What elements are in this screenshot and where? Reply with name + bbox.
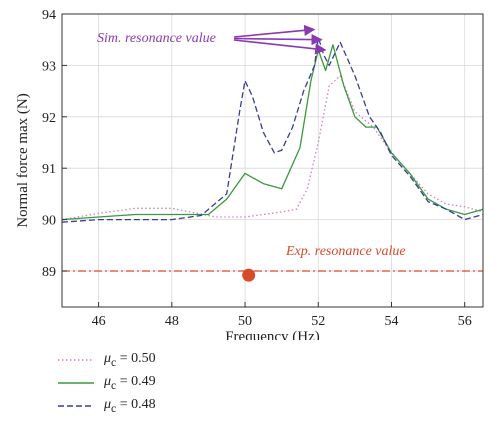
legend-item-mu050: μc = 0.50 — [58, 348, 156, 371]
y-axis-label: Normal force max (N) — [15, 93, 31, 228]
sim-arrow-0 — [233, 24, 316, 38]
x-tick-label: 48 — [165, 314, 179, 329]
plot-frame — [61, 13, 484, 308]
axes: 46 48 50 52 54 56 89 90 91 92 93 94 — [42, 8, 484, 329]
legend-item-mu048: μc = 0.48 — [58, 394, 156, 417]
x-tick-label: 46 — [92, 314, 106, 329]
series-group — [61, 24, 484, 282]
exp-resonance-point — [242, 268, 256, 282]
legend-label: μc = 0.49 — [104, 373, 156, 392]
legend-swatch-dotted — [58, 358, 94, 361]
x-axis-label: Frequency (Hz) — [225, 329, 320, 340]
legend: μc = 0.50 μc = 0.49 μc = 0.48 — [58, 348, 156, 417]
legend-item-mu049: μc = 0.49 — [58, 371, 156, 394]
sim-resonance-annotation: Sim. resonance value — [97, 31, 216, 46]
y-tick-label: 89 — [42, 265, 56, 280]
y-tick-label: 93 — [42, 59, 56, 74]
sim-arrow-2 — [233, 39, 327, 55]
x-tick-label: 50 — [238, 314, 252, 329]
legend-label: μc = 0.50 — [104, 350, 156, 369]
series-line-0 — [61, 75, 484, 221]
series-line-2 — [61, 36, 484, 223]
grid — [62, 13, 483, 307]
y-tick-label: 90 — [42, 214, 56, 229]
y-tick-label: 91 — [42, 162, 56, 177]
series-line-1 — [61, 44, 484, 221]
x-tick-label: 56 — [458, 314, 472, 329]
legend-label: μc = 0.48 — [104, 396, 156, 415]
y-tick-label: 92 — [42, 111, 56, 126]
legend-swatch-solid — [58, 381, 94, 384]
exp-resonance-annotation: Exp. resonance value — [285, 244, 406, 259]
x-tick-label: 52 — [311, 314, 325, 329]
legend-swatch-dashed — [58, 404, 94, 407]
chart-svg: 46 48 50 52 54 56 89 90 91 92 93 94 Normal force ma… — [15, 8, 484, 340]
sim-arrow-1 — [233, 33, 323, 46]
y-tick-label: 94 — [42, 8, 56, 23]
x-tick-label: 54 — [384, 314, 398, 329]
